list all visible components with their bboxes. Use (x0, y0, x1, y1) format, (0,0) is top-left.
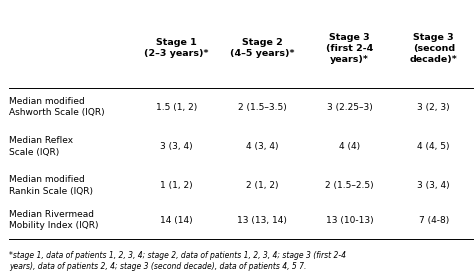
Text: 3 (2.25–3): 3 (2.25–3) (327, 103, 373, 112)
Text: 3 (3, 4): 3 (3, 4) (160, 142, 193, 151)
Text: Stage 3
(second
decade)*: Stage 3 (second decade)* (410, 33, 457, 64)
Text: 4 (3, 4): 4 (3, 4) (246, 142, 278, 151)
Text: Stage 2
(4–5 years)*: Stage 2 (4–5 years)* (229, 38, 294, 58)
Text: 1.5 (1, 2): 1.5 (1, 2) (156, 103, 197, 112)
Text: 4 (4, 5): 4 (4, 5) (418, 142, 450, 151)
Text: 13 (10-13): 13 (10-13) (326, 216, 374, 225)
Text: Stage 1
(2–3 years)*: Stage 1 (2–3 years)* (144, 38, 209, 58)
Text: Median Reflex
Scale (IQR): Median Reflex Scale (IQR) (9, 136, 73, 157)
Text: Median modified
Ashworth Scale (IQR): Median modified Ashworth Scale (IQR) (9, 97, 105, 117)
Text: *stage 1, data of patients 1, 2, 3, 4; stage 2, data of patients 1, 2, 3, 4; sta: *stage 1, data of patients 1, 2, 3, 4; s… (9, 251, 346, 271)
Text: 7 (4-8): 7 (4-8) (419, 216, 449, 225)
Text: 14 (14): 14 (14) (160, 216, 193, 225)
Text: 3 (2, 3): 3 (2, 3) (418, 103, 450, 112)
Text: 3 (3, 4): 3 (3, 4) (418, 181, 450, 190)
Text: Median Rivermead
Mobility Index (IQR): Median Rivermead Mobility Index (IQR) (9, 210, 99, 230)
Text: 4 (4): 4 (4) (339, 142, 360, 151)
Text: 2 (1.5–3.5): 2 (1.5–3.5) (237, 103, 286, 112)
Text: Stage 3
(first 2-4
years)*: Stage 3 (first 2-4 years)* (326, 33, 373, 64)
Text: 2 (1, 2): 2 (1, 2) (246, 181, 278, 190)
Text: 1 (1, 2): 1 (1, 2) (160, 181, 193, 190)
Text: 2 (1.5–2.5): 2 (1.5–2.5) (325, 181, 374, 190)
Text: 13 (13, 14): 13 (13, 14) (237, 216, 287, 225)
Text: Median modified
Rankin Scale (IQR): Median modified Rankin Scale (IQR) (9, 175, 93, 196)
